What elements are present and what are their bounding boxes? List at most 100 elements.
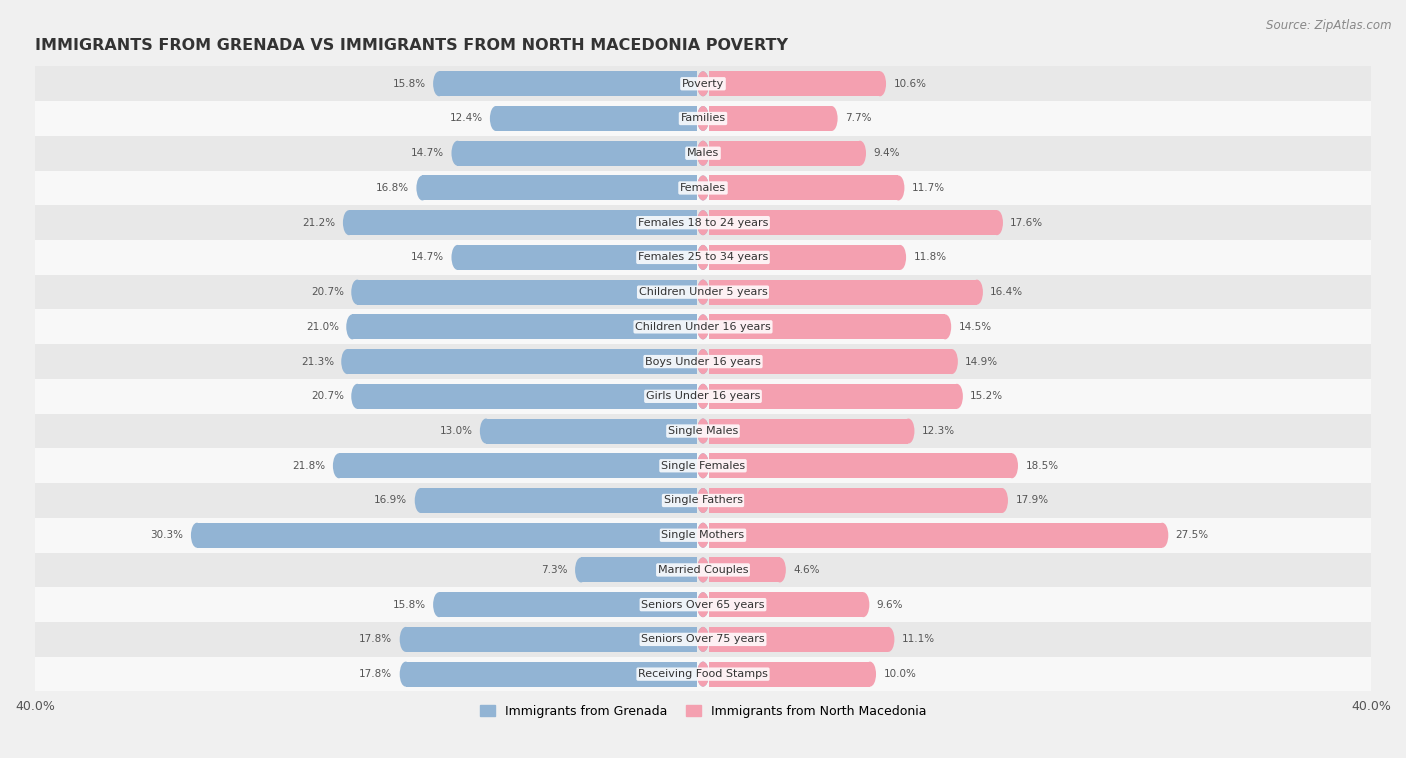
Bar [709,627,889,652]
Circle shape [346,315,359,340]
Circle shape [697,175,709,200]
Circle shape [883,627,894,652]
Circle shape [697,106,709,131]
Text: 14.5%: 14.5% [959,322,991,332]
Bar [457,245,697,270]
Circle shape [191,523,202,548]
Text: 16.8%: 16.8% [375,183,409,193]
Circle shape [697,245,709,270]
Bar [709,175,898,200]
Text: Females: Females [681,183,725,193]
Circle shape [333,453,344,478]
Circle shape [950,384,963,409]
Bar [709,418,908,443]
Text: 14.9%: 14.9% [965,356,998,367]
Text: 9.6%: 9.6% [877,600,903,609]
Text: Families: Families [681,114,725,124]
Bar [709,453,1012,478]
Circle shape [697,245,709,270]
Text: 16.4%: 16.4% [990,287,1024,297]
Text: Boys Under 16 years: Boys Under 16 years [645,356,761,367]
Circle shape [697,662,709,687]
Bar [496,106,697,131]
Bar [347,349,697,374]
Bar [35,171,1371,205]
Bar [709,488,1002,513]
Circle shape [1005,453,1018,478]
Text: 15.8%: 15.8% [392,600,426,609]
Circle shape [995,488,1008,513]
Text: 12.3%: 12.3% [922,426,955,436]
Bar [353,315,697,340]
Circle shape [415,488,427,513]
Text: IMMIGRANTS FROM GRENADA VS IMMIGRANTS FROM NORTH MACEDONIA POVERTY: IMMIGRANTS FROM GRENADA VS IMMIGRANTS FR… [35,38,787,53]
Bar [709,384,957,409]
Bar [197,523,697,548]
Text: 15.2%: 15.2% [970,391,1004,401]
Bar [709,523,1163,548]
Bar [35,379,1371,414]
Text: 17.8%: 17.8% [359,669,392,679]
Circle shape [939,315,952,340]
Circle shape [697,627,709,652]
Circle shape [697,384,709,409]
Text: 27.5%: 27.5% [1175,530,1209,540]
Text: 12.4%: 12.4% [450,114,482,124]
Bar [709,315,945,340]
Bar [709,557,780,582]
Bar [35,240,1371,274]
Circle shape [853,141,866,166]
Text: 17.8%: 17.8% [359,634,392,644]
Text: Receiving Food Stamps: Receiving Food Stamps [638,669,768,679]
Legend: Immigrants from Grenada, Immigrants from North Macedonia: Immigrants from Grenada, Immigrants from… [475,700,931,722]
Bar [35,449,1371,483]
Circle shape [697,141,709,166]
Text: 10.0%: 10.0% [883,669,917,679]
Bar [709,245,900,270]
Bar [581,557,697,582]
Circle shape [865,662,876,687]
Circle shape [697,349,709,374]
Bar [35,344,1371,379]
Circle shape [697,280,709,305]
Text: Seniors Over 75 years: Seniors Over 75 years [641,634,765,644]
Text: 14.7%: 14.7% [411,252,444,262]
Bar [709,592,863,617]
Bar [439,592,697,617]
Circle shape [697,557,709,582]
Circle shape [697,418,709,443]
Circle shape [697,71,709,96]
Text: 4.6%: 4.6% [793,565,820,575]
Text: Single Fathers: Single Fathers [664,496,742,506]
Bar [357,280,697,305]
Text: 30.3%: 30.3% [150,530,184,540]
Circle shape [489,106,502,131]
Bar [709,349,952,374]
Circle shape [342,349,353,374]
Text: 20.7%: 20.7% [311,287,344,297]
Circle shape [697,315,709,340]
Circle shape [399,662,412,687]
Bar [709,106,831,131]
Text: 16.9%: 16.9% [374,496,408,506]
Bar [709,662,870,687]
Circle shape [825,106,838,131]
Bar [35,483,1371,518]
Text: Married Couples: Married Couples [658,565,748,575]
Bar [709,71,880,96]
Circle shape [697,627,709,652]
Text: Males: Males [688,149,718,158]
Text: 17.9%: 17.9% [1015,496,1049,506]
Text: 14.7%: 14.7% [411,149,444,158]
Circle shape [972,280,983,305]
Bar [35,274,1371,309]
Bar [35,101,1371,136]
Text: Single Females: Single Females [661,461,745,471]
Text: Females 18 to 24 years: Females 18 to 24 years [638,218,768,227]
Circle shape [697,384,709,409]
Bar [35,518,1371,553]
Circle shape [451,141,464,166]
Text: Single Males: Single Males [668,426,738,436]
Circle shape [451,245,464,270]
Circle shape [773,557,786,582]
